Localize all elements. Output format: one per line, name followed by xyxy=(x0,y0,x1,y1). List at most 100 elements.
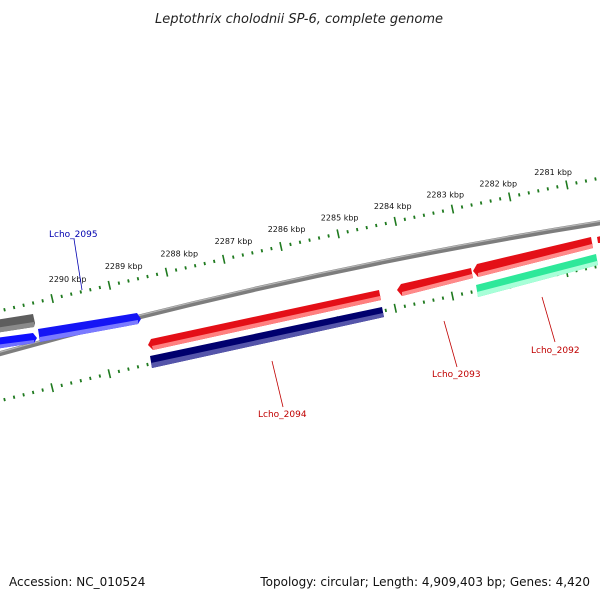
minor-tick xyxy=(460,292,464,296)
gene-grey-shade xyxy=(0,322,34,333)
minor-tick xyxy=(117,369,121,374)
major-tick xyxy=(50,383,55,393)
outer-tick-ring: 2281 kbp 2282 kbp 2283 kbp 2284 kbp 2285 kbp… xyxy=(3,168,597,312)
minor-tick xyxy=(403,304,407,308)
minor-tick xyxy=(584,179,588,183)
minor-tick xyxy=(3,397,6,402)
tick-label: 2287 kbp xyxy=(215,237,253,246)
minor-tick xyxy=(260,248,264,253)
tick-label: 2281 kbp xyxy=(534,168,572,177)
gene-lcho-2093-shade xyxy=(402,274,473,296)
minor-tick xyxy=(98,285,102,290)
genome-summary-text: Topology: circular; Length: 4,909,403 bp… xyxy=(259,575,590,589)
minor-tick xyxy=(270,246,273,251)
minor-tick xyxy=(422,213,426,217)
minor-tick xyxy=(432,298,435,302)
label-lcho-2094[interactable]: Lcho_2094 xyxy=(258,410,307,420)
tick-label: 2284 kbp xyxy=(374,202,412,211)
minor-tick xyxy=(413,215,416,220)
minor-tick xyxy=(537,189,540,193)
tick-label: 2285 kbp xyxy=(321,214,359,223)
minor-tick xyxy=(60,294,63,299)
minor-tick xyxy=(146,362,149,367)
minor-tick xyxy=(136,276,140,281)
minor-tick xyxy=(212,259,216,264)
gene-red-2092-shade xyxy=(478,244,593,277)
minor-tick xyxy=(308,238,311,242)
minor-tick xyxy=(479,201,483,205)
minor-tick xyxy=(441,209,445,213)
tick-label: 2289 kbp xyxy=(105,262,143,271)
minor-tick xyxy=(518,193,521,197)
major-tick xyxy=(565,180,569,190)
minor-tick xyxy=(31,301,35,305)
minor-tick xyxy=(12,305,16,310)
minor-tick xyxy=(489,199,492,203)
minor-tick xyxy=(384,308,387,313)
minor-tick xyxy=(460,205,464,209)
minor-tick xyxy=(317,236,321,240)
gene-lcho-2092-teal-shade xyxy=(477,261,598,297)
minor-tick xyxy=(117,281,121,285)
gene-labels: Lcho_2095 Lcho_2094 Lcho_2093 Lcho_2092 xyxy=(49,230,580,420)
label-lcho-2093[interactable]: Lcho_2093 xyxy=(432,370,481,380)
minor-tick xyxy=(22,393,25,397)
minor-tick xyxy=(31,390,35,395)
minor-tick xyxy=(403,217,407,222)
minor-tick xyxy=(60,383,63,388)
minor-tick xyxy=(355,227,359,232)
minor-tick xyxy=(413,302,416,306)
minor-tick xyxy=(441,296,445,300)
minor-tick xyxy=(527,191,530,195)
gene-blue-left-shade xyxy=(0,340,34,349)
minor-tick xyxy=(470,290,473,294)
minor-tick xyxy=(251,251,254,255)
minor-tick xyxy=(384,221,388,226)
minor-tick xyxy=(241,253,245,257)
minor-tick xyxy=(41,299,44,303)
tick-label: 2282 kbp xyxy=(479,179,517,188)
leader-lcho-2093 xyxy=(443,320,458,368)
tick-label: 2290 kbp xyxy=(49,275,87,284)
gene-red-2094-upper-shade xyxy=(152,296,381,350)
major-tick xyxy=(50,294,54,304)
minor-tick xyxy=(174,268,178,272)
minor-tick xyxy=(12,395,16,399)
minor-tick xyxy=(375,223,378,228)
map-title: Leptothrix cholodnii SP-6, complete geno… xyxy=(155,12,443,27)
minor-tick xyxy=(289,242,292,247)
leader-lcho-2095 xyxy=(73,238,83,291)
major-tick xyxy=(107,369,112,379)
forward-strand-genes xyxy=(0,236,600,350)
reverse-strand-genes xyxy=(150,254,598,368)
minor-tick xyxy=(327,234,330,238)
minor-tick xyxy=(136,365,140,369)
label-lcho-2095[interactable]: Lcho_2095 xyxy=(49,230,98,240)
minor-tick xyxy=(69,381,73,385)
gene-lcho-2094-shade xyxy=(151,313,384,368)
minor-tick xyxy=(575,181,578,185)
major-tick xyxy=(450,291,455,301)
tick-label: 2288 kbp xyxy=(160,249,198,258)
major-tick xyxy=(221,254,226,264)
major-tick xyxy=(336,229,340,239)
major-tick xyxy=(164,267,169,277)
minor-tick xyxy=(594,265,597,269)
minor-tick xyxy=(546,187,550,191)
minor-tick xyxy=(432,211,435,215)
tick-label: 2286 kbp xyxy=(268,225,306,234)
minor-tick xyxy=(422,300,426,304)
minor-tick xyxy=(193,263,197,268)
minor-tick xyxy=(79,290,83,294)
gene-red-partial-right xyxy=(597,236,600,243)
minor-tick xyxy=(556,185,559,189)
label-lcho-2092[interactable]: Lcho_2092 xyxy=(531,346,580,356)
minor-tick xyxy=(89,287,92,292)
minor-tick xyxy=(127,279,130,283)
major-tick xyxy=(393,216,398,226)
minor-tick xyxy=(365,225,368,230)
minor-tick xyxy=(79,378,83,383)
minor-tick xyxy=(41,388,44,392)
minor-tick xyxy=(498,197,502,201)
minor-tick xyxy=(298,240,302,245)
